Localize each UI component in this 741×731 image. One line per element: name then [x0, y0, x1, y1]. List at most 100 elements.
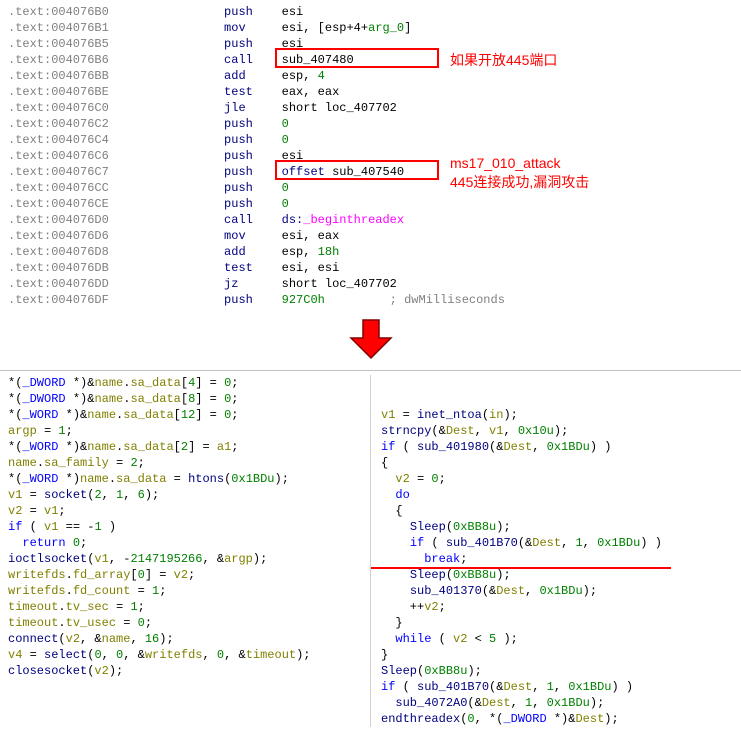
code-token: strncpy	[381, 424, 431, 438]
code-line[interactable]: name.sa_family = 2;	[8, 455, 364, 471]
code-line[interactable]: connect(v2, &name, 16);	[8, 631, 364, 647]
code-line[interactable]: while ( v2 < 5 );	[381, 631, 737, 647]
operand-token: 18h	[318, 245, 340, 259]
disasm-line[interactable]: .text:004076C0 jle short loc_407702	[8, 100, 733, 116]
code-line[interactable]: ++v2;	[381, 599, 737, 615]
code-line[interactable]: do	[381, 487, 737, 503]
mnemonic: push	[224, 149, 282, 163]
code-token: (	[424, 536, 446, 550]
code-line[interactable]: break;	[381, 551, 737, 567]
code-line[interactable]: Sleep(0xBB8u);	[381, 519, 737, 535]
code-token: ,	[554, 680, 568, 694]
disasm-line[interactable]: .text:004076C7 push offset sub_407540	[8, 164, 733, 180]
code-token: ,	[130, 632, 144, 646]
disasm-line[interactable]: .text:004076BB add esp, 4	[8, 68, 733, 84]
code-token: ;	[231, 376, 238, 390]
operand-token: esp,	[282, 69, 318, 83]
code-line[interactable]: if ( sub_401B70(&Dest, 1, 0x1BDu) )	[381, 535, 737, 551]
disasm-line[interactable]: .text:004076CE push 0	[8, 196, 733, 212]
code-line[interactable]: if ( sub_401980(&Dest, 0x1BDu) )	[381, 439, 737, 455]
code-token: name	[80, 472, 109, 486]
operand-token: loc_407702	[325, 101, 397, 115]
code-line[interactable]: timeout.tv_sec = 1;	[8, 599, 364, 615]
disasm-line[interactable]: .text:004076D8 add esp, 18h	[8, 244, 733, 260]
code-token: [	[130, 568, 137, 582]
code-token: (	[22, 520, 44, 534]
code-line[interactable]: *(_DWORD *)&name.sa_data[4] = 0;	[8, 375, 364, 391]
code-line[interactable]: *(_WORD *)&name.sa_data[12] = 0;	[8, 407, 364, 423]
code-token: tv_usec	[66, 616, 116, 630]
code-line[interactable]: *(_WORD *)&name.sa_data[2] = a1;	[8, 439, 364, 455]
code-line[interactable]: v1 = socket(2, 1, 6);	[8, 487, 364, 503]
mnemonic: jle	[224, 101, 282, 115]
code-token: *)&	[58, 408, 87, 422]
code-token: (&	[431, 424, 445, 438]
code-line[interactable]: v4 = select(0, 0, &writefds, 0, &timeout…	[8, 647, 364, 663]
code-line[interactable]: writefds.fd_array[0] = v2;	[8, 567, 364, 583]
code-token: timeout	[246, 648, 296, 662]
decompiler-left-panel[interactable]: *(_DWORD *)&name.sa_data[4] = 0;*(_DWORD…	[8, 375, 371, 727]
highlight-underline	[371, 567, 671, 569]
code-token: ,	[475, 424, 489, 438]
disasm-line[interactable]: .text:004076C2 push 0	[8, 116, 733, 132]
code-line[interactable]: v2 = v1;	[8, 503, 364, 519]
disasm-line[interactable]: .text:004076B6 call sub_407480	[8, 52, 733, 68]
code-token: ,	[102, 488, 116, 502]
disasm-line[interactable]: .text:004076DD jz short loc_407702	[8, 276, 733, 292]
disasm-line[interactable]: .text:004076D6 mov esi, eax	[8, 228, 733, 244]
code-line[interactable]: if ( v1 == -1 )	[8, 519, 364, 535]
code-token: Sleep	[381, 664, 417, 678]
address: .text:004076D0	[8, 213, 224, 227]
code-token: do	[395, 488, 409, 502]
code-line[interactable]: v1 = inet_ntoa(in);	[381, 407, 737, 423]
code-token: *)&	[66, 392, 95, 406]
disasm-line[interactable]: .text:004076B5 push esi	[8, 36, 733, 52]
code-token: *)&	[547, 712, 576, 726]
code-token: *(	[8, 376, 22, 390]
address: .text:004076DD	[8, 277, 224, 291]
decompiler-right-panel[interactable]: v1 = inet_ntoa(in);strncpy(&Dest, v1, 0x…	[371, 375, 737, 727]
code-line[interactable]: {	[381, 503, 737, 519]
code-token: 0xBB8u	[424, 664, 467, 678]
code-token: sa_data	[123, 408, 173, 422]
disasm-line[interactable]: .text:004076B0 push esi	[8, 4, 733, 20]
code-token: == -	[58, 520, 94, 534]
code-token: socket	[44, 488, 87, 502]
code-line[interactable]: closesocket(v2);	[8, 663, 364, 679]
code-token: *)&	[66, 376, 95, 390]
code-line[interactable]: *(_DWORD *)&name.sa_data[8] = 0;	[8, 391, 364, 407]
code-line[interactable]: return 0;	[8, 535, 364, 551]
code-token: (&	[467, 696, 481, 710]
code-line[interactable]: *(_WORD *)name.sa_data = htons(0x1BDu);	[8, 471, 364, 487]
operand-token: dwMilliseconds	[404, 293, 505, 307]
disassembly-panel[interactable]: .text:004076B0 push esi.text:004076B1 mo…	[0, 0, 741, 312]
code-line[interactable]: sub_401370(&Dest, 0x1BDu);	[381, 583, 737, 599]
code-token: name	[94, 376, 123, 390]
code-line[interactable]: ioctlsocket(v1, -2147195266, &argp);	[8, 551, 364, 567]
code-line[interactable]: timeout.tv_usec = 0;	[8, 615, 364, 631]
code-line[interactable]: }	[381, 647, 737, 663]
disasm-line[interactable]: .text:004076DF push 927C0h ; dwMilliseco…	[8, 292, 733, 308]
disasm-line[interactable]: .text:004076BE test eax, eax	[8, 84, 733, 100]
disasm-line[interactable]: .text:004076DB test esi, esi	[8, 260, 733, 276]
code-line[interactable]: {	[381, 455, 737, 471]
code-token: [	[181, 376, 188, 390]
code-line[interactable]: sub_4072A0(&Dest, 1, 0x1BDu);	[381, 695, 737, 711]
disasm-line[interactable]: .text:004076B1 mov esi, [esp+4+arg_0]	[8, 20, 733, 36]
code-line[interactable]: writefds.fd_count = 1;	[8, 583, 364, 599]
code-line[interactable]: strncpy(&Dest, v1, 0x10u);	[381, 423, 737, 439]
code-token: ,	[511, 696, 525, 710]
code-line[interactable]: Sleep(0xBB8u);	[381, 663, 737, 679]
code-line[interactable]: if ( sub_401B70(&Dest, 1, 0x1BDu) )	[381, 679, 737, 695]
code-line[interactable]: Sleep(0xBB8u);	[381, 567, 737, 583]
code-line[interactable]: }	[381, 615, 737, 631]
disasm-line[interactable]: .text:004076C6 push esi	[8, 148, 733, 164]
disasm-line[interactable]: .text:004076CC push 0	[8, 180, 733, 196]
disasm-line[interactable]: .text:004076D0 call ds:_beginthreadex	[8, 212, 733, 228]
code-token: <	[467, 632, 489, 646]
code-token: , -	[109, 552, 131, 566]
code-line[interactable]: endthreadex(0, *(_DWORD *)&Dest);	[381, 711, 737, 727]
code-line[interactable]: v2 = 0;	[381, 471, 737, 487]
disasm-line[interactable]: .text:004076C4 push 0	[8, 132, 733, 148]
code-line[interactable]: argp = 1;	[8, 423, 364, 439]
